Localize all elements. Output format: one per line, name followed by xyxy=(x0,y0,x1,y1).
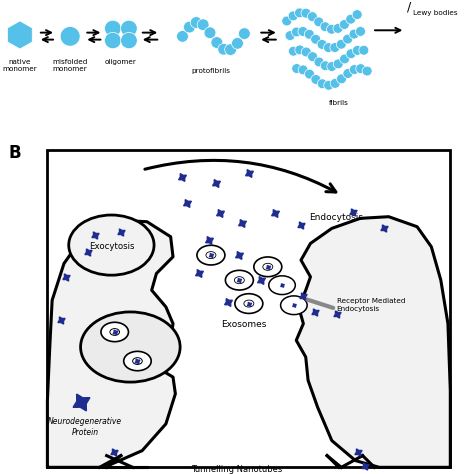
Circle shape xyxy=(337,39,346,49)
Text: /: / xyxy=(407,0,411,13)
Circle shape xyxy=(339,19,349,29)
Circle shape xyxy=(104,20,121,36)
Circle shape xyxy=(282,16,292,26)
Circle shape xyxy=(120,20,137,36)
Circle shape xyxy=(308,12,318,21)
Text: Endocytosis: Endocytosis xyxy=(310,213,364,222)
Circle shape xyxy=(346,49,356,59)
Circle shape xyxy=(330,79,340,88)
Polygon shape xyxy=(296,217,450,467)
Circle shape xyxy=(292,27,301,37)
Circle shape xyxy=(324,43,333,53)
Circle shape xyxy=(349,29,359,39)
Circle shape xyxy=(231,37,244,49)
Polygon shape xyxy=(47,220,175,467)
Circle shape xyxy=(206,252,216,259)
Circle shape xyxy=(197,245,225,265)
Circle shape xyxy=(298,27,308,36)
Text: Lewy bodies: Lewy bodies xyxy=(413,10,458,16)
Circle shape xyxy=(327,62,337,72)
Text: fibrils: fibrils xyxy=(329,100,349,106)
Circle shape xyxy=(314,57,324,67)
Circle shape xyxy=(226,270,254,290)
Circle shape xyxy=(204,27,216,38)
Circle shape xyxy=(301,47,311,57)
Circle shape xyxy=(337,74,346,84)
Circle shape xyxy=(327,24,337,34)
Circle shape xyxy=(288,46,299,56)
Circle shape xyxy=(104,32,121,49)
Circle shape xyxy=(281,296,307,315)
Circle shape xyxy=(333,24,343,33)
Circle shape xyxy=(320,22,330,32)
Circle shape xyxy=(176,30,189,42)
Circle shape xyxy=(343,34,353,44)
Circle shape xyxy=(314,17,324,27)
Circle shape xyxy=(211,36,223,48)
Circle shape xyxy=(343,69,353,78)
Circle shape xyxy=(333,59,343,69)
Text: Exocytosis: Exocytosis xyxy=(89,242,134,251)
Circle shape xyxy=(308,52,318,62)
Circle shape xyxy=(235,294,263,313)
Circle shape xyxy=(346,14,356,24)
Circle shape xyxy=(124,351,151,371)
Circle shape xyxy=(352,9,362,19)
Circle shape xyxy=(356,27,365,36)
Circle shape xyxy=(218,44,229,55)
Circle shape xyxy=(81,312,180,382)
Circle shape xyxy=(330,43,340,53)
Circle shape xyxy=(305,69,315,79)
Circle shape xyxy=(238,28,250,39)
Text: oligomer: oligomer xyxy=(105,59,137,65)
Circle shape xyxy=(190,17,202,28)
Circle shape xyxy=(339,54,349,64)
Text: Tunnelling Nanotubes: Tunnelling Nanotubes xyxy=(191,465,283,474)
Circle shape xyxy=(101,322,128,342)
Circle shape xyxy=(353,46,363,55)
Text: Exosomes: Exosomes xyxy=(221,320,267,329)
Text: B: B xyxy=(9,144,21,162)
Text: native
monomer: native monomer xyxy=(2,59,37,72)
Circle shape xyxy=(318,79,327,89)
Circle shape xyxy=(269,276,295,294)
Circle shape xyxy=(301,8,311,18)
Text: Receptor Mediated
Endocytosis: Receptor Mediated Endocytosis xyxy=(337,298,405,312)
Circle shape xyxy=(356,64,366,73)
Circle shape xyxy=(311,35,320,44)
Circle shape xyxy=(288,11,298,21)
Circle shape xyxy=(304,29,314,39)
Circle shape xyxy=(60,27,80,46)
Text: misfolded
monomer: misfolded monomer xyxy=(53,59,88,72)
Circle shape xyxy=(298,65,308,75)
Circle shape xyxy=(183,21,195,33)
Circle shape xyxy=(254,257,282,277)
Circle shape xyxy=(349,64,359,74)
Circle shape xyxy=(225,44,237,55)
Text: protofibrils: protofibrils xyxy=(191,68,230,73)
Circle shape xyxy=(234,277,245,284)
Circle shape xyxy=(110,328,119,336)
Circle shape xyxy=(320,61,330,71)
Circle shape xyxy=(69,215,154,275)
Circle shape xyxy=(295,8,304,18)
Circle shape xyxy=(324,81,334,90)
Circle shape xyxy=(197,19,209,30)
Circle shape xyxy=(120,32,137,49)
Circle shape xyxy=(311,74,321,84)
Circle shape xyxy=(295,45,305,55)
FancyBboxPatch shape xyxy=(47,150,450,467)
Circle shape xyxy=(263,263,273,270)
Text: Neurodegenerative
Protein: Neurodegenerative Protein xyxy=(48,417,122,438)
Circle shape xyxy=(285,31,295,40)
Circle shape xyxy=(317,39,327,49)
Circle shape xyxy=(292,64,301,73)
Circle shape xyxy=(362,66,372,76)
Circle shape xyxy=(244,300,254,307)
Circle shape xyxy=(133,358,142,365)
Circle shape xyxy=(359,46,369,55)
